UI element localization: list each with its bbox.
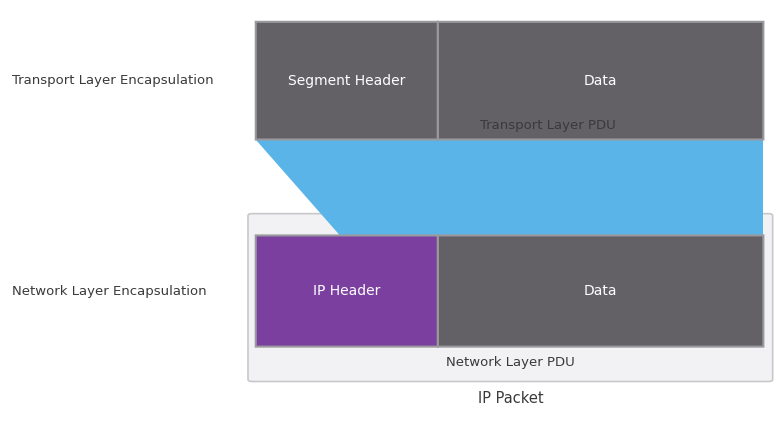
Text: Segment Header: Segment Header (288, 74, 405, 88)
FancyBboxPatch shape (256, 235, 438, 347)
Text: IP Header: IP Header (313, 284, 381, 298)
FancyBboxPatch shape (256, 22, 438, 140)
Text: Network Layer Encapsulation: Network Layer Encapsulation (12, 285, 206, 297)
FancyBboxPatch shape (438, 235, 763, 347)
Text: IP Packet: IP Packet (477, 392, 543, 406)
Text: Transport Layer Encapsulation: Transport Layer Encapsulation (12, 74, 213, 87)
FancyBboxPatch shape (248, 214, 773, 382)
Text: Data: Data (584, 284, 618, 298)
Text: Data: Data (584, 74, 618, 88)
Text: Network Layer PDU: Network Layer PDU (446, 357, 575, 369)
FancyBboxPatch shape (438, 22, 763, 140)
Polygon shape (256, 140, 763, 347)
Text: Transport Layer PDU: Transport Layer PDU (480, 119, 616, 132)
